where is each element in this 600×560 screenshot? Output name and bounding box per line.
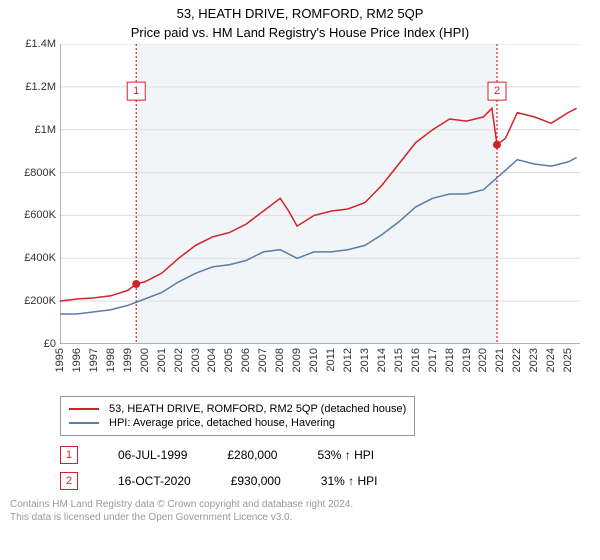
y-tick-label: £1.2M — [25, 81, 56, 93]
attribution: Contains HM Land Registry data © Crown c… — [10, 498, 600, 524]
transaction-delta: 31% HPI — [321, 474, 378, 488]
y-tick-label: £1.4M — [25, 38, 56, 50]
chart-area: £0£200K£400K£600K£800K£1M£1.2M£1.4M 12 1… — [10, 44, 580, 394]
legend: 53, HEATH DRIVE, ROMFORD, RM2 5QP (detac… — [60, 396, 415, 436]
x-tick-label: 2012 — [342, 348, 354, 372]
x-tick-label: 2021 — [494, 348, 506, 372]
y-tick-label: £1M — [35, 124, 56, 136]
transaction-price: £280,000 — [227, 448, 277, 462]
chart-subtitle: Price paid vs. HM Land Registry's House … — [0, 21, 600, 44]
attribution-line: This data is licensed under the Open Gov… — [10, 511, 600, 524]
transaction-date: 06-JUL-1999 — [118, 448, 187, 462]
plot-svg: 12 — [60, 44, 580, 344]
marker-number: 1 — [133, 85, 139, 97]
legend-row: 53, HEATH DRIVE, ROMFORD, RM2 5QP (detac… — [69, 402, 406, 416]
shade-band — [136, 44, 497, 344]
legend-label: 53, HEATH DRIVE, ROMFORD, RM2 5QP (detac… — [109, 403, 406, 415]
y-tick-label: £800K — [24, 167, 56, 179]
transaction-marker-box: 1 — [60, 446, 78, 464]
y-axis: £0£200K£400K£600K£800K£1M£1.2M£1.4M — [10, 44, 60, 344]
x-tick-label: 2022 — [511, 348, 523, 372]
y-tick-label: £200K — [24, 295, 56, 307]
x-tick-label: 2020 — [477, 348, 489, 372]
x-tick-label: 2011 — [325, 348, 337, 372]
x-tick-label: 2013 — [359, 348, 371, 372]
x-tick-label: 2024 — [545, 348, 557, 372]
legend-label: HPI: Average price, detached house, Have… — [109, 417, 335, 429]
attribution-line: Contains HM Land Registry data © Crown c… — [10, 498, 600, 511]
x-tick-label: 2000 — [139, 348, 151, 372]
y-tick-label: £600K — [24, 209, 56, 221]
x-tick-label: 2018 — [444, 348, 456, 372]
legend-swatch — [69, 408, 99, 410]
y-tick-label: £400K — [24, 252, 56, 264]
transaction-date: 16-OCT-2020 — [118, 474, 191, 488]
legend-row: HPI: Average price, detached house, Have… — [69, 416, 406, 430]
x-axis: 1995199619971998199920002001200220032004… — [60, 344, 580, 394]
x-tick-label: 2025 — [562, 348, 574, 372]
x-tick-label: 2006 — [240, 348, 252, 372]
x-tick-label: 2023 — [528, 348, 540, 372]
x-tick-label: 2007 — [257, 348, 269, 372]
marker-dot — [132, 280, 140, 288]
x-tick-label: 2004 — [206, 348, 218, 372]
transaction-marker-box: 2 — [60, 472, 78, 490]
x-tick-label: 2015 — [393, 348, 405, 372]
up-arrow-icon — [348, 474, 354, 488]
legend-swatch — [69, 422, 99, 424]
x-tick-label: 1997 — [88, 348, 100, 372]
chart-container: 53, HEATH DRIVE, ROMFORD, RM2 5QP Price … — [0, 0, 600, 560]
x-tick-label: 2008 — [274, 348, 286, 372]
transactions-table: 1 06-JUL-1999 £280,000 53% HPI 2 16-OCT-2020 £… — [60, 442, 600, 494]
marker-number: 2 — [494, 85, 500, 97]
x-tick-label: 2001 — [156, 348, 168, 372]
x-tick-label: 1999 — [122, 348, 134, 372]
up-arrow-icon — [345, 448, 351, 462]
x-tick-label: 2002 — [173, 348, 185, 372]
transaction-delta: 53% HPI — [317, 448, 374, 462]
x-tick-label: 2010 — [308, 348, 320, 372]
transaction-price: £930,000 — [231, 474, 281, 488]
transaction-row: 1 06-JUL-1999 £280,000 53% HPI — [60, 442, 600, 468]
x-tick-label: 2017 — [427, 348, 439, 372]
x-tick-label: 2005 — [223, 348, 235, 372]
x-tick-label: 2009 — [291, 348, 303, 372]
x-tick-label: 1998 — [105, 348, 117, 372]
x-tick-label: 2019 — [461, 348, 473, 372]
x-tick-label: 1996 — [71, 348, 83, 372]
transaction-row: 2 16-OCT-2020 £930,000 31% HPI — [60, 468, 600, 494]
chart-title: 53, HEATH DRIVE, ROMFORD, RM2 5QP — [0, 0, 600, 21]
x-tick-label: 2016 — [410, 348, 422, 372]
x-tick-label: 1995 — [54, 348, 66, 372]
x-tick-label: 2003 — [190, 348, 202, 372]
x-tick-label: 2014 — [376, 348, 388, 372]
marker-dot — [493, 141, 501, 149]
